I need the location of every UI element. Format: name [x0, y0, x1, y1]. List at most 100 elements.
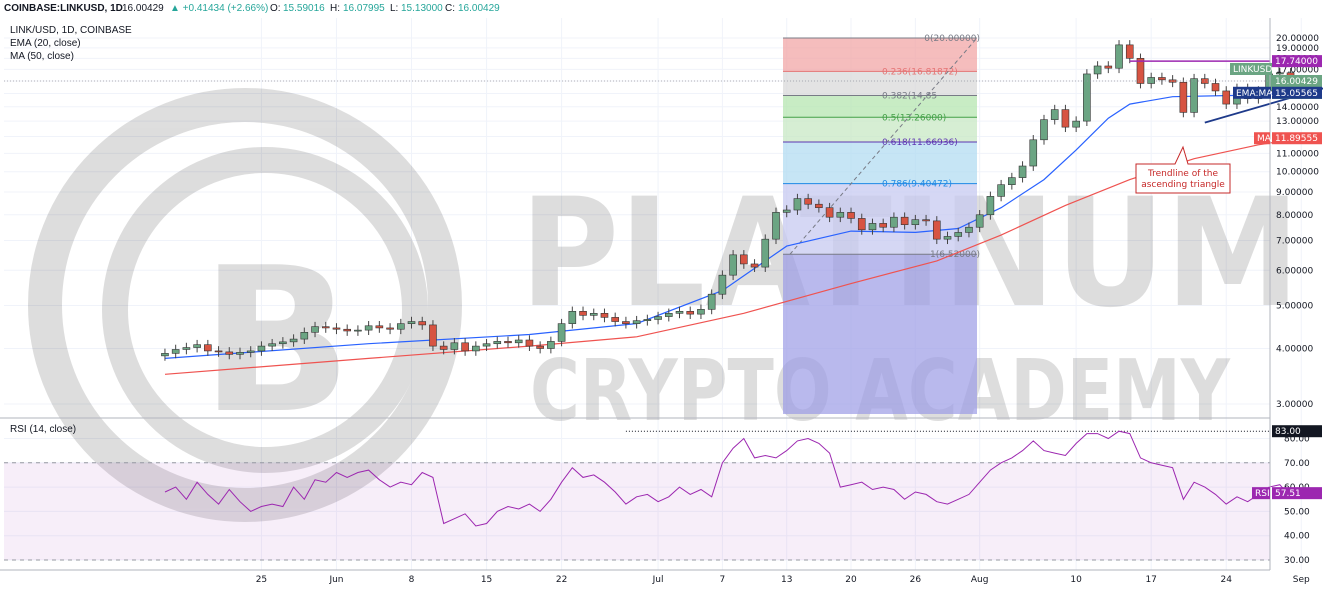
candle-body: [1136, 58, 1145, 84]
candle-body: [257, 345, 266, 352]
fib-zone: [783, 141, 977, 184]
fib-level-label: 0.618(11.66936): [882, 138, 958, 148]
fibonacci-retracement[interactable]: 0(20.00000) 0.236(16.81872) 0.382(14.85 0.5…: [783, 34, 980, 414]
candle-body: [1072, 120, 1080, 128]
candle-body: [718, 274, 727, 295]
tag-price: 16.00429: [1275, 77, 1318, 87]
candle-body: [1276, 72, 1284, 75]
rsi-pane: [0, 417, 1302, 561]
legend-rsi[interactable]: RSI (14, close): [10, 424, 76, 435]
candle-body: [1222, 90, 1231, 105]
tag-ma-name-bg: [1254, 132, 1270, 145]
candle-body: [772, 212, 780, 240]
candle-body: [611, 317, 619, 322]
price-tick-label: 5.00000: [1276, 301, 1313, 311]
price-tick-label: 7.00000: [1276, 237, 1313, 247]
candle-body: [525, 339, 534, 347]
candle-body: [557, 323, 566, 342]
price-tick-label: 20.00000: [1276, 34, 1319, 44]
watermark-logo-glyph: B: [200, 225, 352, 458]
tag-ema: 15.05565: [1275, 89, 1318, 99]
candle-body: [740, 254, 748, 265]
rsi-tick-label: 30.00: [1284, 556, 1310, 566]
candle-body: [1029, 139, 1038, 167]
tag-resistance: 17.74000: [1275, 57, 1318, 67]
candle-body: [965, 226, 973, 233]
date-tick-label: 22: [556, 575, 567, 585]
date-tick-label: 7: [720, 575, 726, 585]
fib-trend-line: [789, 37, 978, 255]
legend-ema[interactable]: EMA (20, close): [10, 38, 81, 49]
candle-body: [975, 214, 984, 228]
rsi-tick-label: 70.00: [1284, 459, 1310, 469]
tag-price-bg: [1272, 74, 1322, 87]
price-tick-label: 3.00000: [1276, 400, 1313, 410]
date-tick-label: Jul: [652, 575, 664, 585]
date-tick-label: Sep: [1293, 575, 1310, 585]
fib-zone: [783, 183, 977, 255]
candle-body: [911, 219, 920, 225]
candle-body: [1040, 119, 1048, 141]
candle-body: [321, 326, 330, 329]
candle-body: [857, 218, 866, 231]
date-tick-label: 20: [845, 575, 857, 585]
price-tick-label: 17.00000: [1276, 65, 1319, 75]
date-tick-label: 25: [256, 575, 267, 585]
fib-level-label: 0.786(9.40472): [882, 180, 952, 190]
fib-zone: [783, 95, 977, 118]
candle-body: [793, 198, 802, 211]
candle-body: [997, 184, 1005, 197]
candle-body: [943, 236, 952, 240]
candle-body: [300, 332, 309, 340]
tag-rsi-name-bg: [1252, 487, 1270, 500]
candle-body: [536, 345, 544, 349]
candle-body: [429, 324, 437, 347]
candle-body: [579, 311, 587, 316]
tag-rsi-bg: [1272, 487, 1322, 500]
tag-ema-name: EMA:MA: [1236, 89, 1273, 99]
candle-body: [1179, 81, 1188, 113]
price-tick-label: 4.00000: [1276, 344, 1313, 354]
candle-body: [396, 323, 405, 330]
tag-ma-bg: [1272, 132, 1322, 145]
candle-body: [482, 343, 491, 347]
header-close: 16.00429: [458, 3, 500, 14]
candle-body: [622, 321, 630, 324]
candle-body: [547, 341, 555, 349]
header-change: ▲ +0.41434 (+2.66%): [170, 3, 268, 14]
price-tick-label: 10.00000: [1276, 168, 1319, 178]
candle-body: [1125, 44, 1134, 59]
tag-ema-name-bg: [1233, 86, 1271, 99]
date-tick-label: 17: [1145, 575, 1156, 585]
candle-body: [643, 319, 652, 321]
date-tick-label: Jun: [328, 575, 343, 585]
header-low: 15.13000: [401, 3, 443, 14]
price-tags: 17.7400016.00429LINKUSD17:56:2115.05565E…: [1230, 55, 1322, 500]
tag-rsi: 57.51: [1275, 489, 1301, 499]
candle-body: [761, 238, 770, 268]
date-tick-label: 13: [781, 575, 792, 585]
candle-body: [182, 347, 191, 350]
candle-body: [1008, 177, 1016, 185]
candle-body: [1061, 109, 1070, 128]
candle-body: [1018, 165, 1027, 178]
candle-body: [193, 344, 201, 348]
date-tick-label: 10: [1070, 575, 1082, 585]
candle-body: [707, 293, 716, 310]
candle-body: [825, 207, 834, 218]
tag-ema-bg: [1272, 86, 1322, 99]
candle-body: [932, 220, 941, 240]
tag-ma: 11.89555: [1275, 134, 1318, 144]
date-tick-label: Aug: [971, 575, 989, 585]
candle-body: [493, 341, 502, 345]
legend-symbol[interactable]: LINK/USD, 1D, COINBASE: [10, 25, 132, 36]
fib-level-label: 0.382(14.85: [882, 91, 937, 101]
rsi-line: [164, 430, 1302, 527]
candle-body: [868, 223, 877, 231]
date-tick-label: 15: [481, 575, 492, 585]
watermark-logo-inner: [102, 147, 428, 473]
legend-ma[interactable]: MA (50, close): [10, 51, 74, 62]
candle-body: [654, 316, 662, 320]
